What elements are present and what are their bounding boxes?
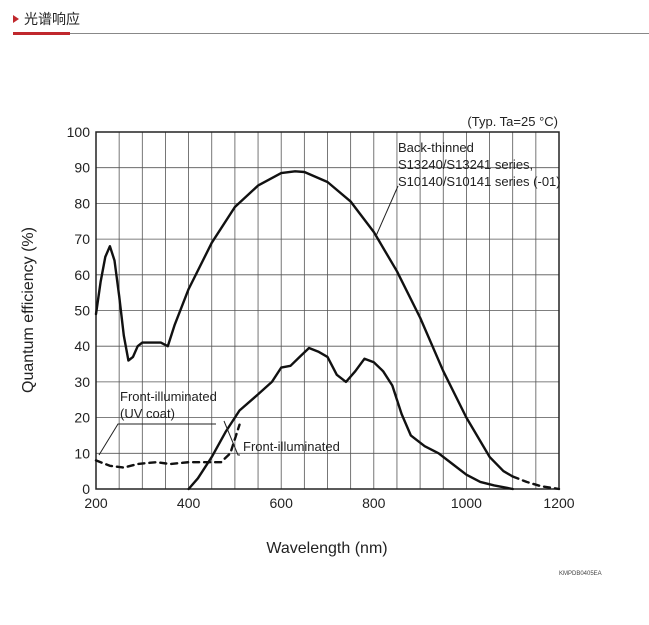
leader-front-uv <box>98 423 216 456</box>
chart-grid <box>96 132 559 489</box>
bullet-triangle-icon <box>13 15 19 23</box>
x-tick-label: 200 <box>84 495 108 511</box>
y-tick-label: 90 <box>74 160 90 176</box>
annotation-front-uv-line1: Front-illuminated <box>120 389 217 404</box>
y-tick-label: 50 <box>74 303 90 319</box>
condition-note: (Typ. Ta=25 °C) <box>467 114 558 129</box>
y-tick-label: 100 <box>67 124 91 140</box>
x-tick-label: 800 <box>362 495 386 511</box>
x-tick-label: 1000 <box>451 495 482 511</box>
figure-code: KMPDB0405EA <box>559 571 602 577</box>
y-tick-label: 70 <box>74 231 90 247</box>
x-tick-label: 600 <box>270 495 294 511</box>
y-tick-labels: 0 10 20 30 40 50 60 70 80 90 100 <box>67 124 91 497</box>
section-title: 光谱响应 <box>24 12 80 28</box>
section-title-wrap: 光谱响应 <box>13 9 80 29</box>
annotation-back-thinned-line3: S10140/S10141 series (-01) <box>398 174 561 189</box>
y-tick-label: 10 <box>74 445 90 461</box>
series-line-back_thinned <box>94 170 514 478</box>
series-layer <box>94 170 561 491</box>
leader-back-thinned <box>375 185 399 237</box>
series-line-back_thinned_ext <box>511 475 561 491</box>
x-tick-labels: 200 400 600 800 1000 1200 <box>84 495 574 511</box>
annotation-front: Front-illuminated <box>243 439 340 454</box>
x-tick-label: 400 <box>177 495 201 511</box>
header-accent-bar <box>13 32 70 35</box>
y-axis-label: Quantum efficiency (%) <box>20 227 37 393</box>
x-axis-label: Wavelength (nm) <box>266 540 387 557</box>
annotation-back-thinned-line1: Back-thinned <box>398 140 474 155</box>
y-tick-label: 60 <box>74 267 90 283</box>
y-tick-label: 30 <box>74 374 90 390</box>
series-line-front_uv <box>94 423 241 469</box>
section-header: 光谱响应 <box>0 0 649 36</box>
y-tick-label: 40 <box>74 338 90 354</box>
y-tick-label: 0 <box>82 481 90 497</box>
annotation-back-thinned-line2: S13240/S13241 series, <box>398 157 533 172</box>
header-divider <box>13 33 649 34</box>
y-tick-label: 20 <box>74 410 90 426</box>
x-tick-label: 1200 <box>543 495 574 511</box>
annotation-front-uv-line2: (UV coat) <box>120 406 175 421</box>
series-line-front <box>187 346 514 491</box>
leader-front <box>223 420 240 456</box>
y-tick-label: 80 <box>74 195 90 211</box>
